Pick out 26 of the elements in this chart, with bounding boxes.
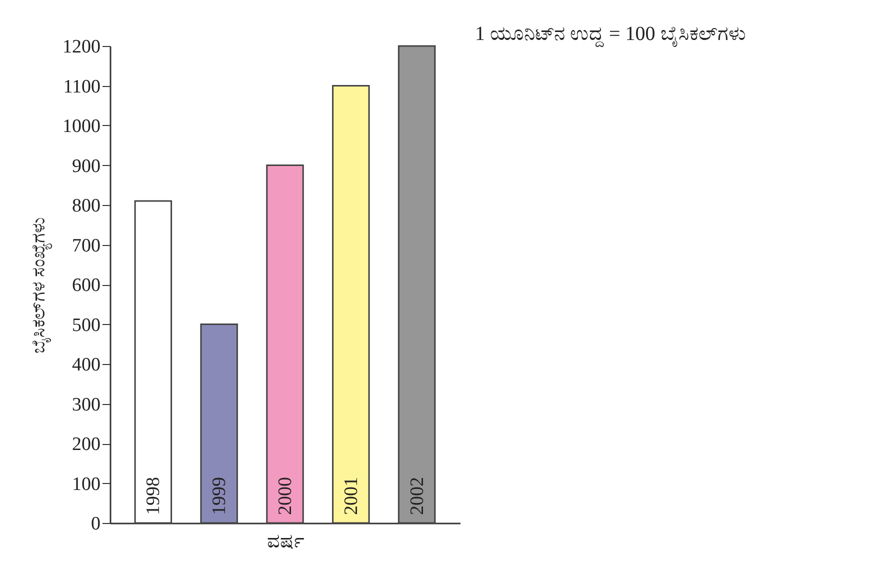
y-tick-label: 0 xyxy=(91,514,100,534)
y-tick-label: 600 xyxy=(72,275,100,296)
y-tick-label: 1200 xyxy=(62,36,100,58)
y-tick-label: 200 xyxy=(72,434,100,455)
y-tick-label: 100 xyxy=(72,474,100,495)
x-axis-title: ವರ್ಷ xyxy=(267,530,304,552)
y-tick-label: 300 xyxy=(72,394,100,416)
y-tick-label: 500 xyxy=(72,314,100,336)
y-tick-label: 800 xyxy=(72,196,100,216)
y-tick-label: 700 xyxy=(72,235,100,256)
bar xyxy=(398,45,436,524)
x-tick-label: 1999 xyxy=(209,477,230,515)
x-tick-label: 1998 xyxy=(143,477,164,515)
text: 1 ಯೂನಿಟ್‌ನ ಉದ್ದ = 100 ಬೈಸಿಕಲ್‌ಗಳು xyxy=(475,23,746,47)
y-tick-label: 400 xyxy=(72,354,100,376)
x-tick-label: 2002 xyxy=(406,477,428,515)
x-tick-label: 2001 xyxy=(340,477,362,515)
y-tick-label: 1000 xyxy=(62,116,100,137)
bar xyxy=(200,324,238,524)
y-axis-title: ಬೈಸಿಕಲ್‌ಗಳ ಸಂಖ್ಯೆಗಳು xyxy=(28,216,52,354)
y-tick-label: 1100 xyxy=(63,76,100,98)
x-tick-label: 2000 xyxy=(275,477,296,515)
y-tick-label: 900 xyxy=(72,156,100,177)
bar xyxy=(332,85,370,524)
bar xyxy=(134,200,172,524)
bar xyxy=(266,164,304,524)
